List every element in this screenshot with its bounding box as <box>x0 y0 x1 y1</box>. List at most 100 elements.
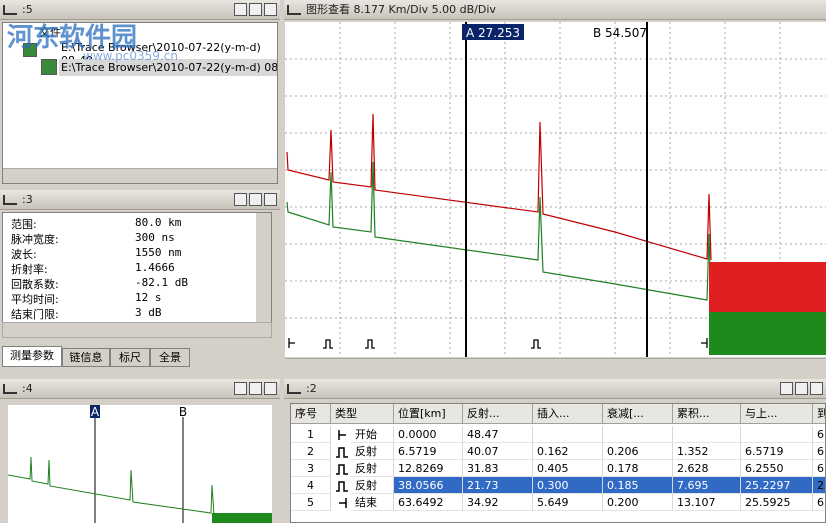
close[interactable] <box>264 382 277 395</box>
cell[interactable]: 4 <box>291 477 331 494</box>
title-bar: :3 <box>0 190 280 210</box>
file-item[interactable]: E:\Trace Browser\2010-07-22(y-m-d) 08-40… <box>59 59 277 76</box>
file-list: 文件 E:\Trace Browser\2010-07-22(y-m-d) 08… <box>2 22 278 184</box>
cell[interactable]: 反射 <box>351 460 394 477</box>
panel-title: :5 <box>22 3 33 16</box>
cell[interactable]: 0.405 <box>533 460 603 477</box>
cell[interactable]: 0.200 <box>603 494 673 511</box>
cell[interactable]: 6.2550 <box>741 460 813 477</box>
watermark: 河东软件园 <box>7 23 138 53</box>
grid <box>285 22 826 357</box>
cell[interactable]: 开始 <box>351 426 394 443</box>
h-scrollbar[interactable] <box>2 322 272 338</box>
cell[interactable]: 38.0566 <box>394 477 463 494</box>
cell[interactable]: 反射 <box>351 443 394 460</box>
cell[interactable]: 6 <box>813 443 825 460</box>
icon-path <box>338 430 346 440</box>
h-scrollbar[interactable] <box>285 358 826 373</box>
marker-a-label: A <box>91 405 100 419</box>
cell[interactable]: 0.162 <box>533 443 603 460</box>
min[interactable] <box>234 193 247 206</box>
plot-bg <box>8 405 272 523</box>
cell[interactable] <box>673 426 741 443</box>
cell[interactable]: 31.83 <box>463 460 533 477</box>
cell[interactable]: 1 <box>291 426 331 443</box>
column-header[interactable]: 序号 <box>291 404 331 424</box>
cell[interactable]: 5.649 <box>533 494 603 511</box>
cell[interactable] <box>533 426 603 443</box>
param-list: 范围: 80.0 km 脉冲宽度: 300 ns 波长: 1550 nm 折射率: 1.466… <box>2 212 272 338</box>
cell[interactable]: 反射 <box>351 477 394 494</box>
cell[interactable]: 2.628 <box>673 460 741 477</box>
tab[interactable]: 测量参数 <box>2 346 62 367</box>
column-header[interactable]: 插入... <box>533 404 603 424</box>
h-scrollbar[interactable] <box>3 168 277 183</box>
cell[interactable]: 6 <box>813 494 825 511</box>
panel-title: :3 <box>22 193 33 206</box>
close[interactable] <box>264 3 277 16</box>
cell[interactable]: 34.92 <box>463 494 533 511</box>
cell[interactable]: 3 <box>291 460 331 477</box>
min[interactable] <box>234 382 247 395</box>
param-label: 脉冲宽度: <box>11 233 59 246</box>
column-header[interactable]: 反射... <box>463 404 533 424</box>
icon-path <box>339 498 347 508</box>
cell[interactable]: 2 <box>291 443 331 460</box>
marker-a-box <box>90 405 100 418</box>
min[interactable] <box>780 382 793 395</box>
param-label: 折射率: <box>11 263 48 276</box>
min[interactable] <box>234 3 247 16</box>
cell[interactable]: 0.300 <box>533 477 603 494</box>
param-label: 波长: <box>11 248 37 261</box>
cell[interactable]: 2 <box>813 477 825 494</box>
max[interactable] <box>249 382 262 395</box>
max[interactable] <box>249 3 262 16</box>
param-label: 平均时间: <box>11 293 59 306</box>
cell[interactable]: 6.5719 <box>394 443 463 460</box>
cell[interactable]: 13.107 <box>673 494 741 511</box>
cell[interactable]: 12.8269 <box>394 460 463 477</box>
cell[interactable]: 25.5925 <box>741 494 813 511</box>
max[interactable] <box>249 193 262 206</box>
column-header[interactable]: 与上... <box>741 404 813 424</box>
cell[interactable]: 25.2297 <box>741 477 813 494</box>
cell[interactable]: 6.5719 <box>741 443 813 460</box>
tab[interactable]: 标尺 <box>110 348 150 367</box>
param-value: -82.1 dB <box>135 276 188 289</box>
event-type-icon <box>338 430 346 440</box>
cell[interactable]: 6 <box>813 426 825 443</box>
title-bar: :4 <box>0 379 280 399</box>
column-header[interactable]: 位置[km] <box>394 404 463 424</box>
cell[interactable]: 21.73 <box>463 477 533 494</box>
cell[interactable]: 0.0000 <box>394 426 463 443</box>
column-header[interactable]: 类型 <box>331 404 394 424</box>
cell[interactable]: 0.206 <box>603 443 673 460</box>
cell[interactable]: 0.178 <box>603 460 673 477</box>
cell[interactable]: 48.47 <box>463 426 533 443</box>
cell[interactable] <box>603 426 673 443</box>
cell[interactable]: 5 <box>291 494 331 511</box>
cell[interactable]: 1.352 <box>673 443 741 460</box>
tab[interactable]: 链信息 <box>62 348 110 367</box>
tree-header: 文件 <box>39 26 61 39</box>
event-type-icon <box>336 464 348 475</box>
marker-a-box <box>462 24 524 40</box>
cell[interactable]: 结束 <box>351 494 394 511</box>
close[interactable] <box>810 382 823 395</box>
cell[interactable]: 7.695 <box>673 477 741 494</box>
column-header[interactable]: 累积... <box>673 404 741 424</box>
cell[interactable]: 63.6492 <box>394 494 463 511</box>
cell[interactable]: 0.185 <box>603 477 673 494</box>
close[interactable] <box>264 193 277 206</box>
column-header[interactable]: 衰减[... <box>603 404 673 424</box>
cell[interactable] <box>741 426 813 443</box>
column-header[interactable]: 到 <box>813 404 825 424</box>
max[interactable] <box>795 382 808 395</box>
cell[interactable]: 40.07 <box>463 443 533 460</box>
cell[interactable]: 6 <box>813 460 825 477</box>
overview-graph: A B <box>8 405 272 523</box>
v-scrollbar[interactable] <box>256 213 271 337</box>
trace-red <box>286 113 712 261</box>
tab[interactable]: 全景 <box>150 348 190 367</box>
